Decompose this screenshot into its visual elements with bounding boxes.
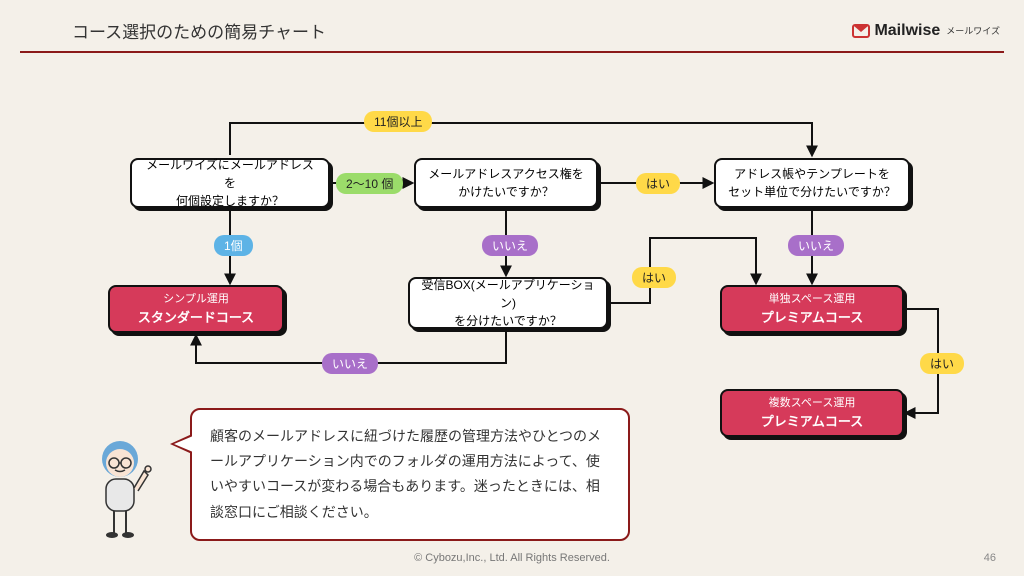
node-text: セット単位で分けたいですか？ — [728, 183, 896, 201]
node-title: プレミアムコース — [761, 308, 863, 328]
node-question-inbox: 受信BOX(メールアプリケーション) を分けたいですか？ — [408, 277, 608, 329]
speech-bubble: 顧客のメールアドレスに紐づけた履歴の管理方法やひとつのメールアプリケーション内で… — [190, 408, 630, 541]
node-text: 受信BOX(メールアプリケーション) — [420, 276, 596, 312]
logo: Mailwise メールワイズ — [852, 22, 1000, 40]
node-text: アドレス帳やテンプレートを — [734, 165, 890, 183]
edge-label-no3: いいえ — [322, 353, 378, 374]
node-result-premium-multi: 複数スペース運用 プレミアムコース — [720, 389, 904, 437]
flowchart-canvas: メールワイズにメールアドレスを 何個設定しますか？ メールアドレスアクセス権を … — [0, 53, 1024, 533]
speech-text: 顧客のメールアドレスに紐づけた履歴の管理方法やひとつのメールアプリケーション内で… — [210, 428, 601, 520]
node-title: スタンダードコース — [138, 308, 254, 328]
edge-label-no1: いいえ — [482, 235, 538, 256]
header: コース選択のための簡易チャート Mailwise メールワイズ — [0, 0, 1024, 51]
logo-text: Mailwise — [874, 22, 940, 40]
edge-label-2to10: 2〜10 個 — [336, 173, 403, 194]
node-subtitle: シンプル運用 — [163, 291, 229, 308]
node-text: メールワイズにメールアドレスを — [142, 156, 318, 192]
node-subtitle: 複数スペース運用 — [769, 395, 856, 412]
node-subtitle: 単独スペース運用 — [769, 291, 856, 308]
edge-label-no2: いいえ — [788, 235, 844, 256]
node-text: かけたいですか？ — [458, 183, 554, 201]
edge-label-1: 1個 — [214, 235, 253, 256]
edge-label-yes2: はい — [632, 267, 676, 288]
avatar-illustration — [82, 433, 172, 543]
logo-suffix: メールワイズ — [946, 24, 1000, 37]
node-question-access: メールアドレスアクセス権を かけたいですか？ — [414, 158, 598, 208]
node-text: メールアドレスアクセス権を — [428, 165, 583, 183]
page-title: コース選択のための簡易チャート — [72, 18, 326, 43]
edge-label-yes1: はい — [636, 173, 680, 194]
edge-label-yes3: はい — [920, 353, 964, 374]
node-text: を分けたいですか？ — [454, 312, 562, 330]
node-question-template: アドレス帳やテンプレートを セット単位で分けたいですか？ — [714, 158, 910, 208]
node-result-premium-single: 単独スペース運用 プレミアムコース — [720, 285, 904, 333]
edge-label-11plus: 11個以上 — [364, 111, 432, 132]
mail-icon — [852, 24, 870, 38]
node-text: 何個設定しますか？ — [176, 192, 284, 210]
node-title: プレミアムコース — [761, 412, 863, 432]
node-question-addresses: メールワイズにメールアドレスを 何個設定しますか？ — [130, 158, 330, 208]
node-result-standard: シンプル運用 スタンダードコース — [108, 285, 284, 333]
footer-copyright: © Cybozu,Inc., Ltd. All Rights Reserved. — [0, 552, 1024, 564]
page-number: 46 — [984, 552, 996, 564]
